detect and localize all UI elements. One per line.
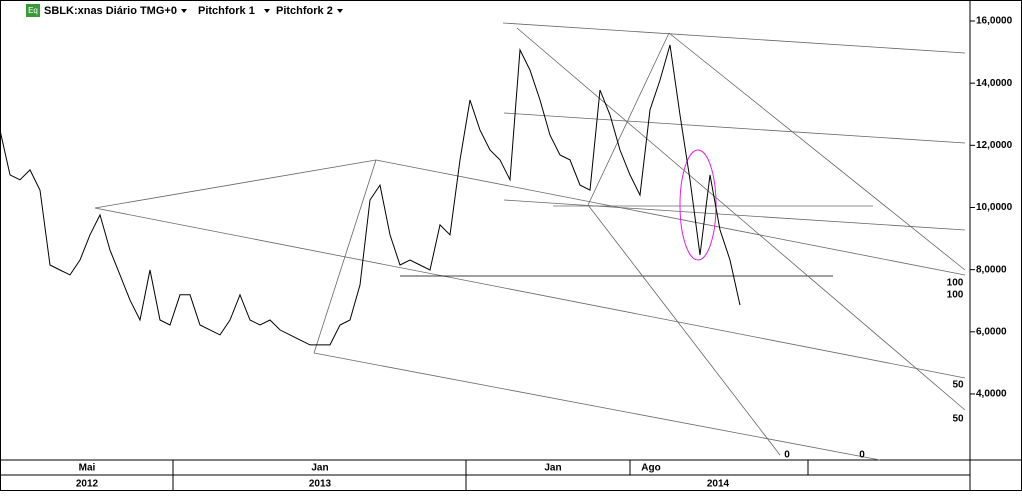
price-line — [0, 44, 741, 346]
highlight-ellipse — [679, 149, 717, 261]
x-tick-label: Ago — [641, 463, 660, 474]
x-tick-label: Mai — [79, 463, 96, 474]
chart-title[interactable]: SBLK:xnas Diário TMG+0 — [44, 5, 177, 17]
indicator[interactable]: Pitchfork 1 — [198, 5, 255, 17]
pitchfork-label: 0 — [784, 450, 790, 461]
band-separators — [172, 460, 809, 491]
pitchfork-2 — [502, 22, 966, 456]
dropdown-arrow[interactable] — [181, 9, 187, 13]
pitchfork-label: 100 — [947, 278, 964, 289]
y-tick-label: 6,0000 — [976, 326, 1007, 337]
pitchfork-label: 0 — [859, 450, 865, 461]
x-tick-label: 2012 — [76, 479, 99, 490]
icon-label: Eq — [28, 6, 38, 15]
x-tick-label: 2014 — [707, 479, 730, 490]
x-tick-label: Jan — [311, 463, 328, 474]
pitchfork-label: 50 — [952, 380, 964, 391]
x-tick-label: 2013 — [309, 479, 332, 490]
pitchfork-1 — [94, 159, 966, 461]
dropdown-arrow[interactable] — [264, 9, 270, 13]
pitchfork-label: 100 — [947, 290, 964, 301]
y-tick-label: 12,0000 — [976, 140, 1013, 151]
y-tick-label: 4,0000 — [976, 389, 1007, 400]
y-tick-label: 8,0000 — [976, 264, 1007, 275]
pitchfork-label: 50 — [952, 414, 964, 425]
icon — [26, 4, 40, 17]
dropdown-arrow[interactable] — [337, 9, 343, 13]
y-tick-label: 14,0000 — [976, 78, 1013, 89]
y-tick-label: 16,0000 — [976, 16, 1013, 27]
y-tick-label: 10,0000 — [976, 202, 1013, 213]
x-tick-label: Jan — [544, 463, 561, 474]
indicator[interactable]: Pitchfork 2 — [276, 5, 333, 17]
